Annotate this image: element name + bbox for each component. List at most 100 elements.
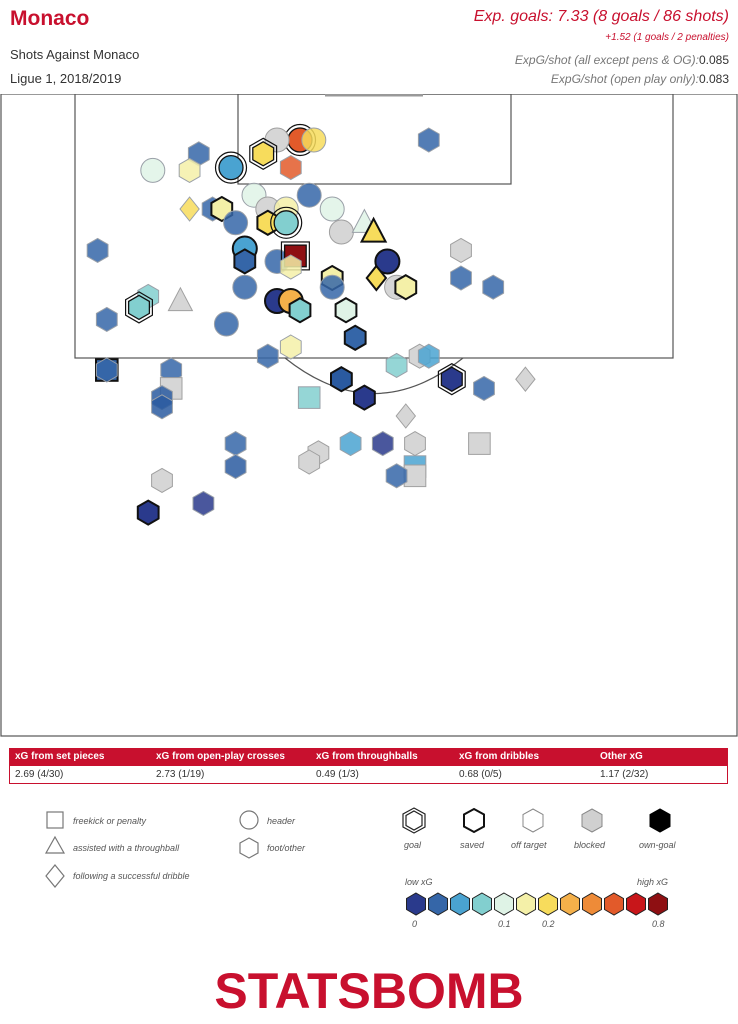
goal-hexagon-inner-icon xyxy=(405,810,423,831)
hexagon-icon xyxy=(239,837,259,859)
shot-marker xyxy=(417,127,440,153)
shot-marker xyxy=(95,306,118,332)
triangle-icon xyxy=(44,835,66,854)
legend-outcome-label: own-goal xyxy=(639,840,677,850)
shot-marker xyxy=(233,248,257,275)
shot-marker xyxy=(450,237,472,263)
legend: freekick or penalty assisted with a thro… xyxy=(44,807,677,929)
xg-penalties: +1.52 (1 goals / 2 penalties) xyxy=(605,32,729,43)
xg-scale-swatch xyxy=(538,892,558,916)
xg-scale-swatch xyxy=(406,892,426,916)
own-goal-hexagon-icon xyxy=(649,808,671,833)
xg-per-shot-open: ExpG/shot (open play only):0.083 xyxy=(551,72,729,86)
shot-marker xyxy=(86,237,109,263)
shot-marker xyxy=(343,324,367,351)
shot-marker xyxy=(288,297,312,324)
statsbomb-logo: STATSBOMB xyxy=(214,963,524,1019)
xg-per-shot-all: ExpG/shot (all except pens & OG):0.085 xyxy=(515,53,729,67)
scale-tick: 0.1 xyxy=(498,919,511,929)
goal-ring-marker xyxy=(270,206,303,239)
shot-marker xyxy=(223,210,249,236)
col-header-set-pieces: xG from set pieces xyxy=(15,751,105,762)
shot-marker xyxy=(359,216,388,243)
square-icon xyxy=(46,811,64,829)
xg-scale-swatch xyxy=(428,892,448,916)
legend-shape-label: foot/other xyxy=(267,843,306,853)
xg-scale-swatch xyxy=(472,892,492,916)
goal-ring-marker xyxy=(437,363,466,396)
pitch-boundary xyxy=(0,94,738,737)
shot-marker xyxy=(136,499,160,526)
col-value-set-pieces: 2.69 (4/30) xyxy=(15,769,64,780)
xg-scale-swatch xyxy=(560,892,580,916)
xg-per-shot-open-label: ExpG/shot (open play only): xyxy=(550,72,699,86)
goal-ring-marker xyxy=(124,291,153,324)
shot-marker xyxy=(213,311,239,337)
shot-marker xyxy=(279,254,302,280)
xg-color-scale xyxy=(406,892,668,916)
shot-marker xyxy=(167,286,194,312)
shot-marker xyxy=(232,274,258,300)
legend-shape-label: header xyxy=(267,816,296,826)
shot-marker xyxy=(252,141,275,167)
shot-marker xyxy=(468,432,491,455)
shot-marker xyxy=(179,196,200,222)
shot-marker xyxy=(178,157,201,183)
shot-marker xyxy=(365,264,388,292)
penalty-box xyxy=(74,94,674,359)
shot-marker xyxy=(273,210,299,236)
shot-marker xyxy=(417,343,440,369)
shot-marker xyxy=(395,403,417,429)
shot-marker xyxy=(279,334,302,360)
shot-marker xyxy=(385,463,408,489)
shot-marker xyxy=(224,454,247,480)
shots-layer xyxy=(86,123,536,526)
xg-per-shot-all-label: ExpG/shot (all except pens & OG): xyxy=(514,53,699,67)
page-title: Monaco xyxy=(10,7,90,30)
xg-scale-swatch xyxy=(582,892,602,916)
shot-marker xyxy=(127,294,151,321)
shot-marker xyxy=(319,274,345,300)
shot-marker xyxy=(298,449,321,475)
blocked-hexagon-icon xyxy=(581,808,603,833)
col-value-other: 1.17 (2/32) xyxy=(600,769,649,780)
shot-marker xyxy=(371,431,394,457)
shot-marker xyxy=(319,196,345,222)
xg-breakdown-table: xG from set pieces xG from open-play cro… xyxy=(9,748,728,784)
shot-marker xyxy=(334,297,358,324)
shot-marker xyxy=(279,155,302,181)
shot-marker xyxy=(301,127,327,153)
legend-outcome-label: saved xyxy=(460,840,485,850)
col-header-other: Other xG xyxy=(600,751,643,762)
legend-outcome-label: goal xyxy=(404,840,422,850)
scale-tick: 0 xyxy=(412,919,417,929)
col-value-throughballs: 0.49 (1/3) xyxy=(316,769,359,780)
shot-marker xyxy=(151,467,173,493)
saved-hexagon-icon xyxy=(463,807,485,834)
circle-icon xyxy=(239,810,259,830)
shot-map-pitch xyxy=(0,94,738,737)
shot-marker xyxy=(482,274,505,300)
xg-scale-swatch xyxy=(626,892,646,916)
xg-summary: Exp. goals: 7.33 (8 goals / 86 shots) xyxy=(473,8,729,25)
shot-marker xyxy=(440,366,463,392)
xg-scale-swatch xyxy=(516,892,536,916)
shot-marker xyxy=(328,219,354,245)
shot-marker xyxy=(473,375,495,401)
shot-marker xyxy=(256,343,279,369)
shot-marker xyxy=(95,357,118,383)
xg-scale-swatch xyxy=(604,892,624,916)
shot-marker xyxy=(374,248,401,275)
col-value-crosses: 2.73 (1/19) xyxy=(156,769,205,780)
xg-scale-swatch xyxy=(494,892,514,916)
shot-marker xyxy=(140,157,166,183)
chart-subtitle: Shots Against Monaco xyxy=(10,47,140,62)
scale-high-label: high xG xyxy=(637,877,668,887)
legend-shape-label: assisted with a throughball xyxy=(73,843,180,853)
legend-shape-label: following a successful dribble xyxy=(73,871,190,881)
shot-marker xyxy=(218,154,244,181)
off-target-hexagon-icon xyxy=(522,808,544,833)
legend-outcome-label: blocked xyxy=(574,840,606,850)
shot-marker xyxy=(394,274,418,301)
shot-marker xyxy=(353,384,376,411)
